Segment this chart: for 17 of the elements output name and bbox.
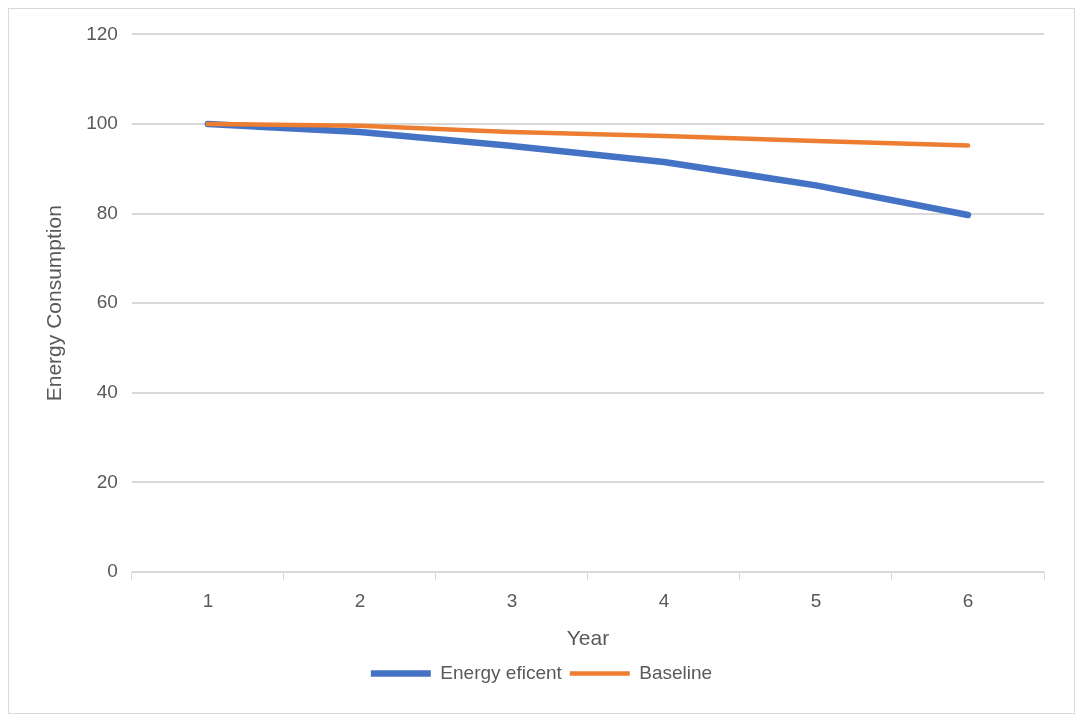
y-tick-label: 100 bbox=[86, 112, 118, 134]
legend-label: Energy eficent bbox=[440, 661, 563, 683]
x-tick-label: 6 bbox=[962, 589, 974, 611]
y-tick-label: 40 bbox=[96, 381, 118, 403]
y-tick-label: 60 bbox=[96, 291, 118, 313]
x-tick-label: 4 bbox=[658, 589, 670, 611]
x-tick-label: 3 bbox=[506, 589, 518, 611]
x-axis-title: Year bbox=[566, 626, 610, 650]
y-axis-title: Energy Consumption bbox=[42, 205, 66, 402]
legend-label: Baseline bbox=[639, 661, 713, 683]
y-tick-label: 80 bbox=[96, 201, 118, 223]
x-tick-label: 5 bbox=[810, 589, 822, 611]
y-tick-label: 120 bbox=[86, 22, 118, 44]
x-tick-label: 1 bbox=[202, 589, 214, 611]
y-tick-label: 0 bbox=[107, 560, 118, 582]
y-tick-label: 20 bbox=[96, 470, 118, 492]
x-tick-label: 2 bbox=[354, 589, 366, 611]
